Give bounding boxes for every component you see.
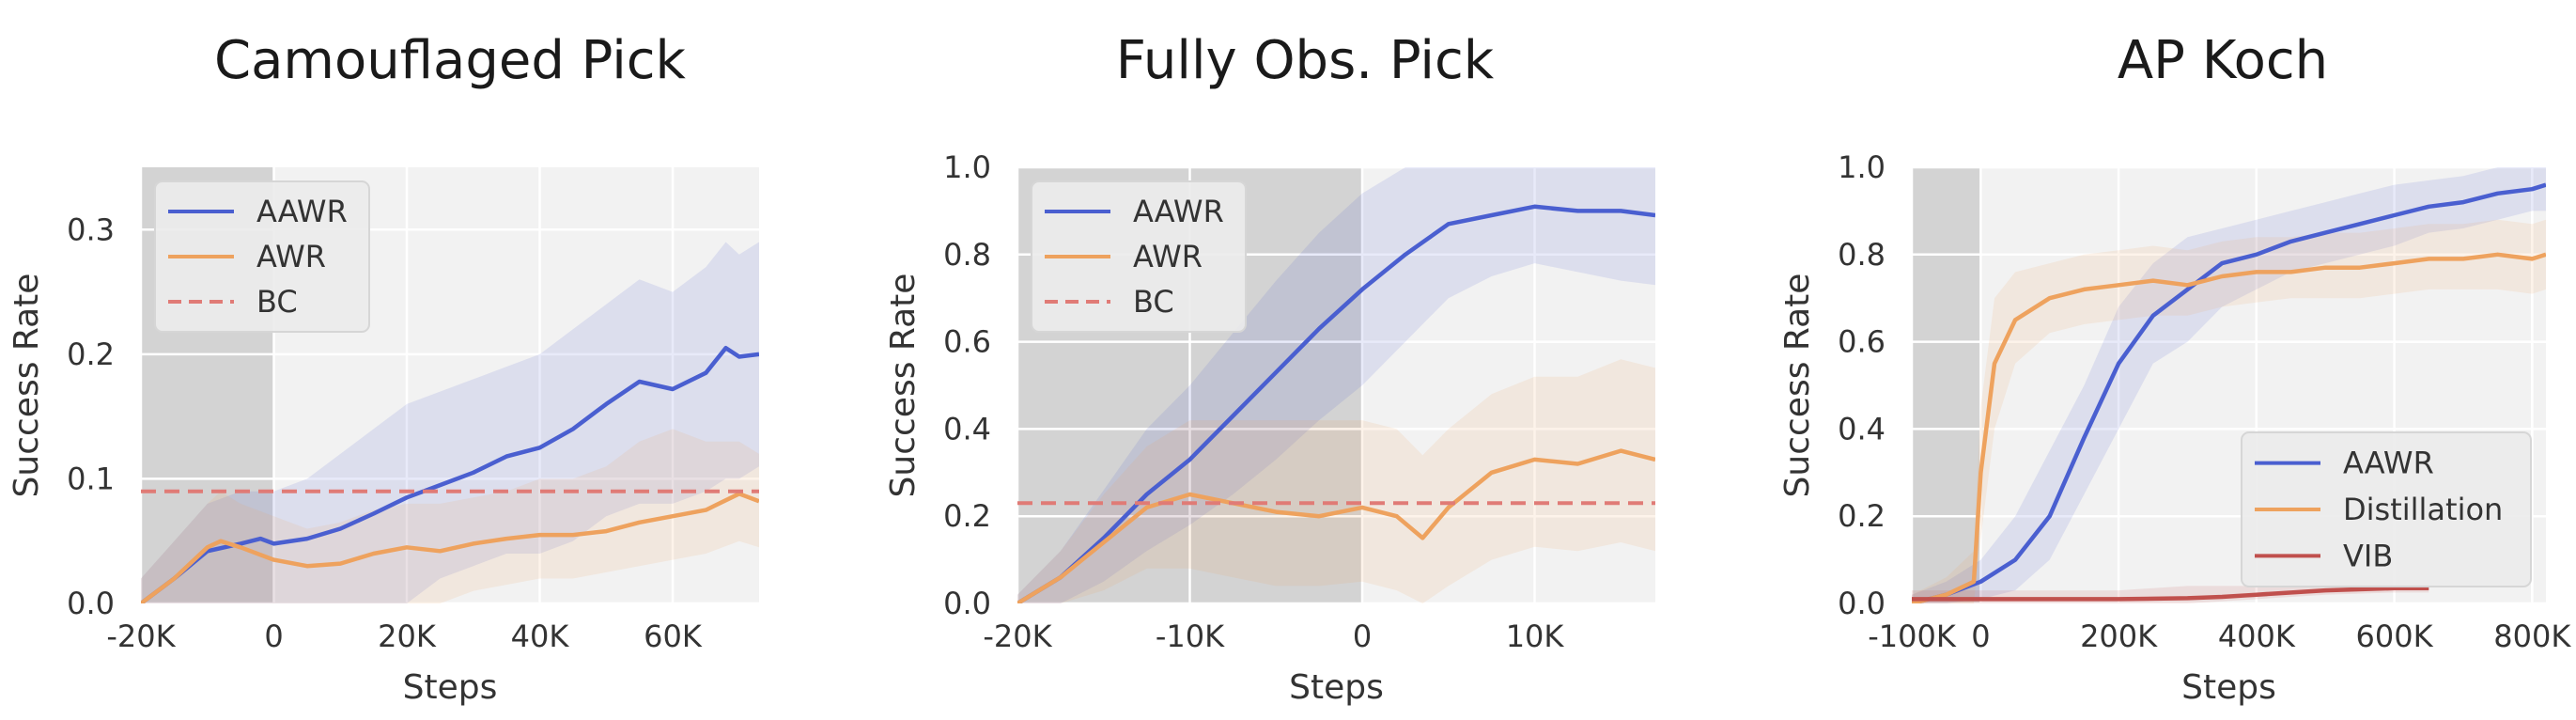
y-tick-label: 0.2: [67, 337, 115, 372]
y-tick-label: 0.0: [67, 586, 115, 621]
x-tick-label: -10K: [1156, 618, 1225, 654]
x-tick-label: 0: [1353, 618, 1372, 654]
y-tick-label: 1.0: [1838, 149, 1885, 185]
legend-label: AAWR: [256, 194, 348, 229]
x-tick-label: 0: [1971, 618, 1990, 654]
legend-label: VIB: [2343, 538, 2393, 573]
legend-label: BC: [256, 284, 298, 320]
y-tick-label: 0.8: [943, 237, 991, 273]
series-band-distillation: [1912, 219, 2546, 603]
chart-title: Camouflaged Pick: [214, 30, 687, 91]
x-axis-label: Steps: [2181, 668, 2276, 707]
series-line-vib: [1912, 586, 2429, 602]
series-band-aawr: [1017, 167, 1655, 603]
y-tick-label: 0.6: [943, 324, 991, 360]
legend-box: [2241, 431, 2532, 587]
series-band-awr: [141, 429, 759, 603]
y-tick-label: 0.0: [1838, 586, 1885, 621]
x-tick-label: -20K: [983, 618, 1052, 654]
series-line-aawr: [141, 345, 759, 603]
legend-label: AWR: [1133, 239, 1203, 274]
grid: [1016, 165, 1655, 605]
legend-box: [1031, 180, 1247, 333]
x-tick-label: 0: [264, 618, 283, 654]
y-axis-label: Success Rate: [8, 274, 46, 498]
chart-panel-1: -20K 0 20K 40K 60K 0.0 0.1 0.2 0.3 Camouflaged Pi…: [8, 30, 759, 707]
x-axis-label: Steps: [1289, 668, 1384, 707]
y-axis-label: Success Rate: [1778, 274, 1817, 498]
x-tick-label: 40K: [511, 618, 570, 654]
legend: AAWR Distillation VIB: [2241, 431, 2532, 587]
legend-label: AAWR: [2343, 446, 2434, 481]
y-tick-label: 0.2: [1838, 498, 1885, 534]
y-tick-label: 1.0: [943, 149, 991, 185]
y-tick-label: 0.8: [1838, 237, 1885, 273]
series-layer: [1912, 167, 2546, 603]
chart-panel-2: -20K -10K 0 10K 0.0 0.2 0.4 0.6 0.8 1.0 Fully Obs.…: [884, 30, 1655, 707]
series-line-awr: [141, 492, 759, 603]
y-axis-label: Success Rate: [884, 274, 923, 498]
y-tick-label: 0.0: [943, 586, 991, 621]
legend-label: BC: [1133, 284, 1174, 320]
series-layer: [141, 242, 759, 603]
legend-label: AAWR: [1133, 194, 1224, 229]
x-tick-label: 10K: [1506, 618, 1565, 654]
y-tick-label: 0.2: [943, 498, 991, 534]
series-line-distillation: [1912, 252, 2546, 603]
series-layer: [1017, 167, 1655, 603]
chart-title: Fully Obs. Pick: [1116, 30, 1495, 91]
x-axis-label: Steps: [403, 668, 498, 707]
chart-panel-3: -100K 0 200K 400K 600K 800K 0.0 0.2 0.4 0.6 0.8 1.0…: [1778, 30, 2571, 707]
series-band-aawr: [141, 242, 759, 603]
chart-title: AP Koch: [2118, 30, 2328, 91]
series-line-aawr: [1017, 204, 1655, 603]
x-tick-label: 200K: [2080, 618, 2158, 654]
y-tick-label: 0.6: [1838, 324, 1885, 360]
series-line-awr: [1017, 448, 1655, 603]
series-band-aawr: [1912, 167, 2546, 603]
x-tick-label: 20K: [378, 618, 437, 654]
x-tick-label: 60K: [644, 618, 703, 654]
x-tick-label: -20K: [106, 618, 176, 654]
y-tick-label: 0.3: [67, 211, 115, 247]
legend-label: AWR: [256, 239, 326, 274]
x-tick-label: 400K: [2218, 618, 2296, 654]
y-tick-label: 0.4: [1838, 411, 1885, 446]
legend: AAWR AWR BC: [154, 180, 370, 333]
x-tick-label: -100K: [1868, 618, 1957, 654]
legend-box: [154, 180, 370, 333]
legend: AAWR AWR BC: [1031, 180, 1247, 333]
x-tick-label: 600K: [2356, 618, 2434, 654]
legend-label: Distillation: [2343, 492, 2503, 527]
y-tick-label: 0.4: [943, 411, 991, 446]
series-band-awr: [1017, 359, 1655, 603]
series-line-aawr: [1912, 182, 2546, 603]
offline-phase-region: [1912, 167, 1981, 603]
y-tick-label: 0.1: [67, 461, 115, 496]
grid: [139, 167, 759, 605]
x-tick-label: 800K: [2493, 618, 2571, 654]
